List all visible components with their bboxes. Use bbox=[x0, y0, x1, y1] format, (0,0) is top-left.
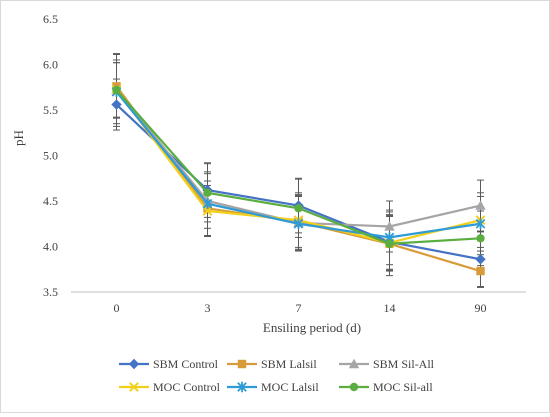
data-point bbox=[293, 218, 304, 229]
data-point bbox=[475, 218, 486, 229]
data-point bbox=[385, 239, 394, 248]
legend-marker bbox=[128, 358, 140, 370]
legend-label: SBM Control bbox=[153, 357, 219, 371]
y-tick-label: 4.0 bbox=[43, 240, 58, 254]
legend-marker bbox=[348, 358, 360, 369]
x-tick-label: 7 bbox=[296, 301, 302, 315]
y-tick-label: 5.5 bbox=[43, 103, 58, 117]
legend: SBM Control SBM Lalsil SBM Sil-All MOC Cont… bbox=[119, 357, 435, 394]
legend-marker bbox=[237, 359, 247, 369]
x-tick-label: 3 bbox=[205, 301, 211, 315]
y-tick-label: 6.5 bbox=[43, 12, 58, 26]
data-point bbox=[476, 266, 485, 276]
legend-marker bbox=[237, 381, 247, 393]
x-tick-labels: 0 3 7 14 90 bbox=[114, 301, 487, 315]
data-point bbox=[476, 234, 485, 243]
x-axis-label: Ensiling period (d) bbox=[263, 320, 361, 335]
data-point bbox=[384, 221, 395, 231]
data-point bbox=[475, 254, 486, 265]
data-point bbox=[111, 99, 122, 110]
data-point bbox=[112, 85, 121, 95]
legend-item: SBM Lalsil bbox=[227, 357, 317, 371]
legend-item: MOC Sil-all bbox=[339, 380, 433, 394]
data-point bbox=[202, 198, 213, 209]
y-axis-label: pH bbox=[11, 130, 26, 146]
y-tick-label: 3.5 bbox=[43, 285, 58, 299]
y-tick-label: 5.0 bbox=[43, 149, 58, 163]
series-layer bbox=[111, 82, 486, 276]
data-point bbox=[203, 188, 212, 198]
x-tick-label: 90 bbox=[475, 301, 487, 315]
error-bars bbox=[113, 53, 484, 288]
legend-item: MOC Control bbox=[119, 380, 221, 394]
x-tick-label: 0 bbox=[114, 301, 120, 315]
data-point bbox=[202, 206, 213, 216]
series-moc-sil-all bbox=[112, 85, 485, 248]
data-point bbox=[294, 204, 303, 213]
data-point bbox=[475, 200, 486, 210]
legend-item: MOC Lalsil bbox=[227, 380, 319, 394]
y-tick-labels: 3.5 4.0 4.5 5.0 5.5 6.0 6.5 bbox=[43, 12, 58, 299]
legend-item: SBM Control bbox=[119, 357, 219, 371]
series-moc-lalsil bbox=[111, 86, 486, 243]
legend-marker bbox=[129, 382, 139, 392]
legend-item: SBM Sil-All bbox=[339, 357, 435, 371]
y-tick-label: 6.0 bbox=[43, 58, 58, 72]
y-tick-label: 4.5 bbox=[43, 194, 58, 208]
legend-label: MOC Sil-all bbox=[373, 380, 433, 394]
legend-label: MOC Control bbox=[153, 380, 221, 394]
legend-marker bbox=[349, 382, 359, 392]
legend-label: SBM Sil-All bbox=[373, 357, 435, 371]
legend-label: SBM Lalsil bbox=[261, 357, 317, 371]
legend-label: MOC Lalsil bbox=[261, 380, 319, 394]
x-tick-label: 14 bbox=[384, 301, 396, 315]
